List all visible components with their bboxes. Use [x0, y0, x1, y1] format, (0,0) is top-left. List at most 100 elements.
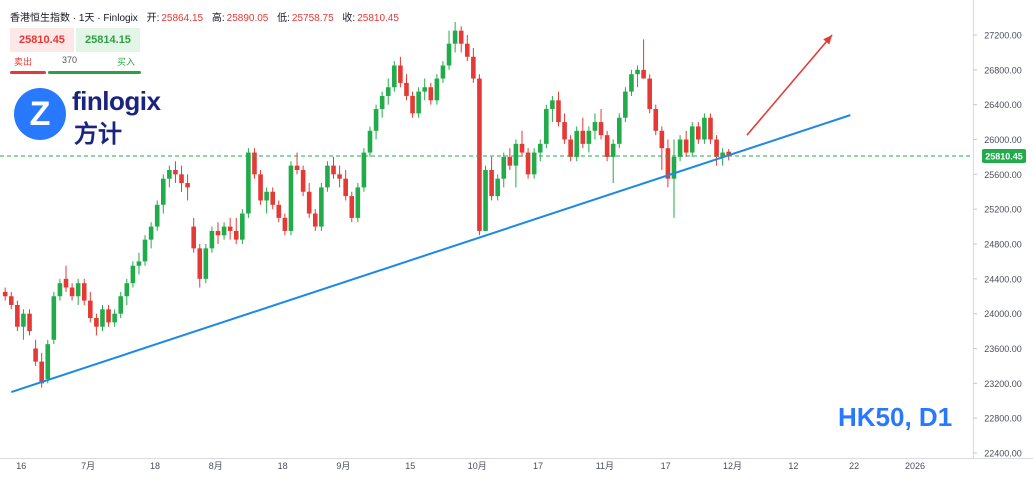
projection-arrow: [746, 34, 833, 136]
candle-body: [379, 95, 385, 110]
candle: [300, 165, 306, 197]
candle-body: [100, 309, 105, 327]
candle-body: [586, 130, 592, 144]
candle: [246, 148, 251, 218]
sell-label[interactable]: 卖出: [14, 57, 33, 67]
x-tick-label: 10月: [468, 461, 487, 471]
candle-body: [495, 178, 500, 197]
candle-body: [531, 152, 537, 175]
symbol-timeframe-label: HK50, D1: [838, 402, 953, 432]
x-tick-label: 17: [661, 461, 671, 471]
candle: [410, 91, 415, 118]
y-tick-label: 27200.00: [984, 31, 1022, 41]
candle: [385, 78, 391, 105]
symbol-title[interactable]: 香港恒生指数 · 1天 · Finlogix: [10, 13, 138, 24]
candle-body: [203, 248, 209, 279]
candle: [574, 126, 580, 162]
candle-body: [81, 283, 87, 301]
y-tick-label: 26400.00: [984, 100, 1022, 110]
candle: [635, 65, 640, 88]
trendline: [10, 114, 851, 393]
close-label: 收:: [342, 13, 356, 24]
buy-label[interactable]: 买入: [116, 57, 135, 67]
candle-body: [221, 226, 227, 236]
candle: [623, 87, 628, 123]
candle-body: [471, 56, 476, 79]
candle: [173, 161, 178, 184]
candle: [349, 191, 355, 223]
candle-body: [616, 117, 622, 144]
y-tick-label: 26000.00: [984, 135, 1022, 145]
candle: [94, 313, 99, 336]
candle: [604, 130, 610, 162]
candle: [361, 148, 367, 192]
candle-body: [325, 165, 330, 188]
last-price-tag-bg: [982, 149, 1026, 164]
candle: [702, 113, 707, 144]
candle-body: [185, 183, 190, 188]
last-price-tag[interactable]: 25810.45: [982, 149, 1026, 164]
candle: [240, 209, 245, 244]
candle: [708, 113, 713, 144]
candle-body: [404, 82, 409, 96]
candle-body: [215, 230, 221, 236]
y-tick-label: 23200.00: [984, 379, 1022, 389]
spread-value: 370: [62, 55, 78, 65]
candle: [416, 87, 421, 118]
candle-body: [349, 196, 355, 218]
candle-body: [15, 304, 20, 327]
candle-body: [312, 213, 318, 227]
candle: [21, 309, 26, 340]
candle-body: [179, 174, 184, 184]
candle-body: [422, 87, 428, 92]
candle-body: [45, 344, 51, 379]
y-tick-label: 26800.00: [984, 65, 1022, 75]
x-tick-label: 17: [533, 461, 543, 471]
candle: [355, 183, 361, 223]
candle-body: [197, 248, 203, 279]
candle-body: [343, 178, 348, 197]
candle: [215, 222, 221, 244]
y-tick-label: 23600.00: [984, 344, 1022, 354]
candle: [513, 139, 519, 188]
candle: [562, 113, 567, 144]
candle-body: [57, 283, 63, 297]
open-value: 25864.15: [161, 13, 204, 24]
candle-body: [124, 283, 130, 297]
x-tick-label: 9月: [336, 461, 350, 471]
candle: [452, 21, 458, 53]
candle-body: [130, 265, 136, 284]
candle: [57, 278, 63, 301]
candle: [580, 117, 586, 149]
candle-body: [623, 91, 628, 118]
projection-arrow-head: [823, 35, 833, 45]
logo-mark-icon: Z: [14, 88, 66, 140]
candle-body: [300, 169, 306, 192]
logo-name: finlogix: [72, 86, 161, 116]
candle: [544, 104, 549, 149]
candle-body: [556, 100, 561, 123]
candle-body: [519, 143, 525, 153]
low-value: 25758.75: [291, 13, 334, 24]
sell-price-button[interactable]: 25810.45: [10, 28, 74, 52]
candle: [75, 278, 81, 305]
candle: [33, 339, 38, 366]
buy-price-button[interactable]: 25814.15: [76, 28, 140, 52]
candle: [331, 156, 336, 179]
candle: [63, 265, 69, 292]
candle: [653, 104, 659, 136]
candle: [2, 287, 8, 301]
candle: [568, 135, 573, 162]
candle-body: [246, 152, 251, 214]
candle: [124, 278, 130, 305]
x-tick-label: 12: [788, 461, 798, 471]
y-tick-label: 24800.00: [984, 240, 1022, 250]
candle-body: [702, 117, 707, 140]
candle-body: [452, 30, 458, 44]
candle: [343, 169, 348, 201]
candle: [373, 104, 379, 140]
candle-body: [33, 348, 38, 362]
candle-body: [276, 204, 282, 218]
